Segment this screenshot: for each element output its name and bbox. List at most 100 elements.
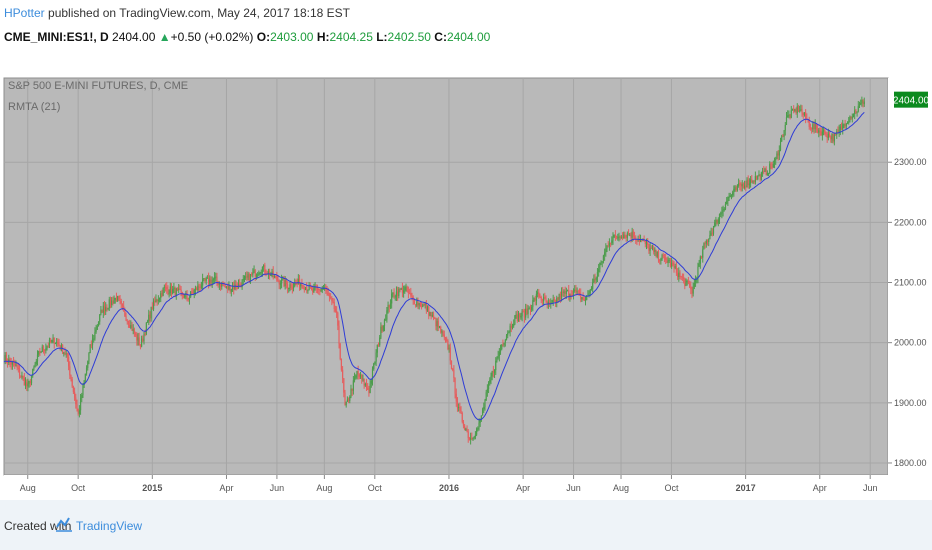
price-bar-body — [107, 308, 109, 310]
price-bar-body — [544, 297, 546, 299]
price-bar-body — [373, 363, 375, 369]
price-bar-body — [612, 237, 614, 241]
price-bar-body — [531, 306, 533, 310]
price-bar-body — [188, 296, 191, 300]
price-bar-body — [405, 286, 407, 288]
price-bar-body — [343, 378, 345, 393]
price-bar-body — [203, 278, 205, 280]
price-bar-body — [669, 260, 672, 267]
price-bar-body — [212, 279, 214, 281]
price-bar-body — [333, 301, 335, 310]
price-bar-body — [650, 247, 652, 249]
price-bar-body — [355, 375, 357, 378]
price-bar-body — [539, 296, 541, 298]
price-bar-body — [231, 286, 234, 289]
price-bar-body — [5, 355, 7, 362]
price-bar-body — [663, 255, 666, 258]
price-bar-body — [197, 285, 199, 291]
price-bar-body — [158, 298, 161, 300]
price-bar-body — [443, 334, 445, 338]
price-bar-body — [813, 124, 815, 130]
price-bar-body — [687, 281, 689, 284]
price-bar-body — [702, 249, 704, 258]
price-bar-body — [606, 245, 608, 249]
price-tick-label: 2000.00 — [894, 338, 927, 348]
price-axis-panel[interactable] — [888, 78, 928, 498]
price-bar-body — [734, 187, 736, 189]
chart-area[interactable]: 1800.00 1900.00 2000.00 2100.00 2200.00 2300.… — [0, 56, 932, 498]
price-bar-body — [630, 234, 632, 238]
tradingview-link[interactable]: TradingView — [76, 519, 143, 533]
price-tick-label: 1800.00 — [894, 458, 927, 468]
price-bar-body — [258, 273, 260, 275]
price-bar-body — [642, 239, 644, 241]
price-bar-body — [744, 185, 746, 189]
price-bar-body — [371, 368, 374, 381]
price-bar-body — [863, 101, 865, 105]
price-bar-body — [27, 383, 29, 387]
price-bar-body — [41, 346, 43, 352]
price-bar-body — [811, 128, 813, 130]
price-bar-body — [71, 379, 73, 387]
price-bar-body — [119, 298, 121, 302]
price-bar-body — [182, 295, 185, 298]
price-bar-body — [708, 239, 710, 242]
price-bar-body — [511, 325, 514, 328]
price-bar-body — [442, 331, 444, 335]
price-bar-body — [711, 232, 713, 234]
last-price-badge-bg — [894, 91, 928, 108]
price-bar-body — [618, 236, 620, 238]
price-bar-body — [722, 209, 724, 212]
price-bar-body — [338, 325, 340, 344]
price-bar-body — [578, 292, 581, 294]
price-tick-label: 2200.00 — [894, 217, 927, 227]
price-bar-body — [206, 277, 209, 279]
price-bar-body — [750, 179, 752, 184]
price-bar-body — [596, 272, 599, 278]
price-chart[interactable]: 1800.00 1900.00 2000.00 2100.00 2200.00 2300.… — [0, 56, 932, 498]
price-bar-body — [149, 314, 151, 319]
price-bar-body — [499, 349, 502, 352]
price-bar-body — [330, 296, 332, 298]
price-bar-body — [860, 103, 862, 105]
price-bar-body — [140, 338, 143, 347]
price-bar-body — [714, 222, 716, 227]
time-tick-label: Aug — [613, 483, 629, 493]
price-bar-body — [205, 278, 207, 281]
price-bar-body — [73, 391, 76, 398]
price-bar-body — [385, 319, 387, 321]
price-bar-body — [647, 242, 649, 245]
author-link[interactable]: HPotter — [4, 6, 45, 20]
price-bar-body — [320, 290, 322, 292]
price-bar-body — [145, 322, 147, 335]
price-bar-body — [358, 374, 360, 377]
price-bar-body — [359, 374, 362, 377]
price-bar-body — [69, 366, 71, 376]
price-bar-body — [248, 274, 250, 282]
price-bar-body — [294, 282, 296, 287]
time-axis-panel[interactable] — [4, 475, 888, 498]
price-bar-body — [758, 174, 760, 177]
price-bar-body — [428, 306, 430, 316]
price-bar-body — [407, 291, 410, 294]
price-bar-body — [89, 344, 91, 354]
price-bar-body — [645, 242, 648, 245]
price-bar-body — [486, 389, 488, 393]
tradingview-logo-icon[interactable] — [55, 515, 73, 533]
high-value: 2404.25 — [329, 30, 373, 44]
price-bar-body — [686, 281, 688, 283]
price-bar-body — [221, 283, 223, 287]
price-bar-body — [269, 271, 271, 276]
price-bar-body — [717, 219, 719, 224]
time-tick-label: 2017 — [736, 483, 756, 493]
price-bar-body — [365, 383, 368, 388]
price-bar-body — [846, 122, 849, 124]
last-price-badge-text: 2404.00 — [893, 96, 930, 107]
price-bar-body — [369, 383, 371, 394]
price-bar-body — [229, 285, 231, 292]
price-bar-body — [332, 300, 334, 302]
price-bar-body — [196, 287, 198, 291]
price-bar-body — [660, 259, 662, 261]
price-bar-body — [703, 243, 705, 250]
price-bar-body — [307, 290, 309, 292]
